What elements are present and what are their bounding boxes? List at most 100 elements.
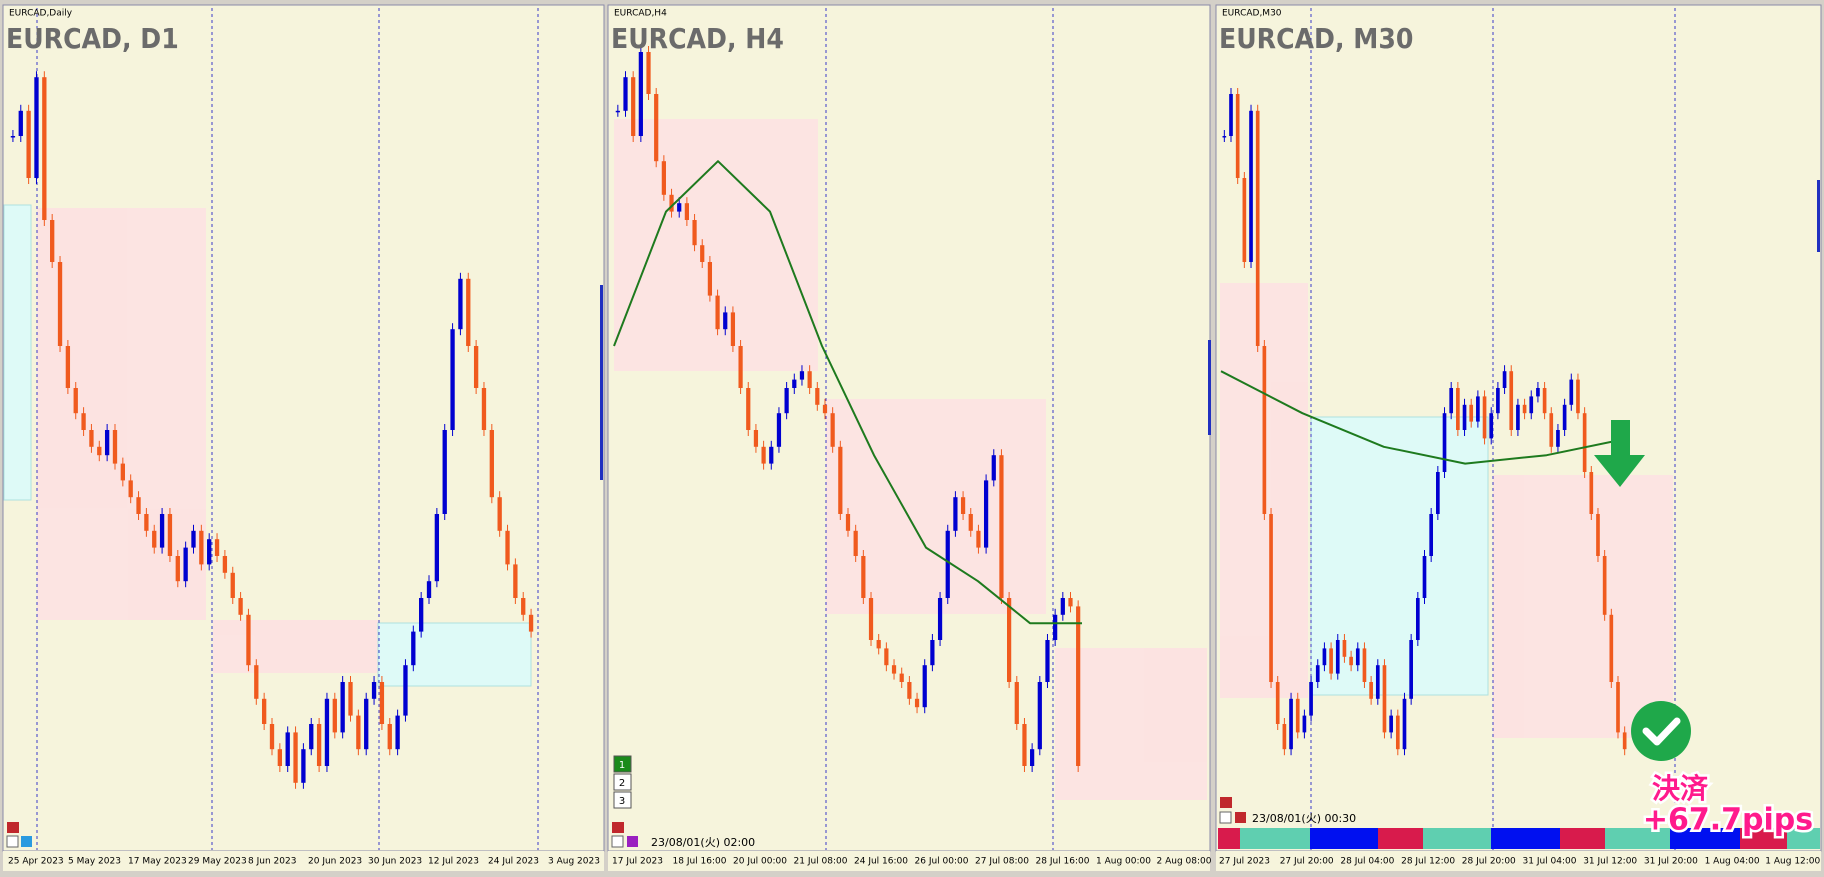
candle-body [638, 52, 643, 136]
candle-body [426, 581, 432, 598]
candle-body [199, 530, 204, 565]
signal-strip [1218, 828, 1820, 849]
candle-body [26, 110, 31, 178]
candle-body [976, 530, 981, 548]
candle-body [738, 346, 743, 388]
candle-body [1255, 110, 1260, 346]
time-label: 26 Jul 00:00 [915, 857, 969, 867]
candle-body [1562, 404, 1567, 430]
button[interactable] [613, 791, 632, 809]
candle-body [144, 514, 149, 531]
candle-body [1596, 514, 1600, 556]
button[interactable] [613, 773, 632, 791]
candle-body [1289, 698, 1293, 750]
candle-body [120, 463, 125, 481]
candle-body [1476, 396, 1480, 422]
candle-body [340, 682, 345, 733]
time-label: 24 Jul 16:00 [854, 857, 908, 867]
candle-body [18, 110, 23, 136]
candle-body [677, 203, 682, 212]
candle-body [1007, 598, 1012, 682]
icon[interactable] [627, 836, 638, 847]
candle-body [830, 413, 835, 447]
icon[interactable] [1220, 797, 1232, 808]
candle-body [1589, 472, 1594, 514]
candle-body [81, 413, 86, 430]
candle-body [97, 446, 102, 456]
strip-block [1491, 828, 1560, 849]
candle-body [1342, 640, 1347, 657]
time-label: 27 Jul 20:00 [1280, 857, 1334, 867]
candle-body [784, 388, 789, 414]
candle-body [497, 497, 502, 531]
candle-body [968, 514, 973, 531]
candle-body [1409, 640, 1413, 699]
pane-title: EURCAD, H4 [611, 22, 784, 55]
candle-body [891, 665, 897, 674]
candle-body [853, 530, 858, 556]
candle-body [999, 455, 1004, 598]
moving-average [613, 160, 1082, 625]
candle-body [868, 598, 874, 640]
candle-body [73, 388, 78, 414]
candle-body [822, 404, 828, 414]
candle-body [269, 724, 275, 750]
candle-body [167, 514, 173, 556]
icon[interactable] [1219, 811, 1232, 824]
candle-body [222, 556, 228, 573]
button-label[interactable]: 3 [619, 796, 625, 807]
candle-body [246, 614, 251, 666]
icon[interactable] [1235, 812, 1246, 823]
candle-body [50, 220, 55, 262]
candle-body [1375, 665, 1380, 699]
candle-body [1576, 379, 1580, 414]
button-label[interactable]: 1 [619, 760, 625, 771]
candle-body [1536, 388, 1540, 397]
strip-block [1423, 828, 1491, 849]
candle-body [348, 682, 353, 716]
button[interactable] [613, 755, 632, 773]
icon[interactable] [21, 836, 32, 847]
candle-body [261, 698, 267, 724]
candle-body [715, 295, 720, 330]
time-label: 17 May 2023 [128, 857, 187, 867]
candle-body [1516, 404, 1520, 430]
candle-body [1222, 136, 1227, 138]
candle-body [1068, 598, 1073, 607]
candle-body [1616, 682, 1620, 733]
time-label: 20 Jul 00:00 [733, 857, 787, 867]
time-label: 31 Jul 04:00 [1523, 857, 1577, 867]
time-label: 20 Jun 2023 [308, 857, 362, 867]
candle-body [1389, 715, 1393, 733]
icon[interactable] [6, 835, 19, 848]
timestamp: 23/08/01(火) 00:30 [1252, 812, 1356, 825]
candle-body [914, 698, 920, 708]
candle-body [1235, 94, 1240, 178]
time-label: 25 Apr 2023 [8, 857, 64, 867]
candle-body [876, 640, 881, 649]
candle-body [845, 514, 851, 531]
candle-body [34, 77, 39, 178]
candle-body [332, 698, 337, 733]
candle-body [191, 530, 196, 548]
candle-body [899, 673, 904, 682]
candle-body [1369, 682, 1373, 699]
time-label: 31 Jul 20:00 [1644, 857, 1698, 867]
candle-body [1436, 472, 1440, 514]
icon[interactable] [612, 822, 624, 833]
icon[interactable] [611, 835, 624, 848]
time-axis [3, 851, 604, 871]
candle-body [1522, 404, 1527, 414]
candle-body [434, 514, 440, 582]
candle-body [207, 539, 212, 565]
candle-body [646, 52, 651, 94]
candle-body [669, 194, 674, 212]
button-label[interactable]: 2 [619, 778, 625, 789]
candle-body [730, 312, 736, 346]
time-label: 27 Jul 08:00 [975, 857, 1029, 867]
zone [213, 620, 378, 673]
candle-body [1014, 682, 1019, 724]
candle-body [815, 388, 820, 405]
icon[interactable] [7, 822, 19, 833]
candle-body [615, 110, 620, 113]
